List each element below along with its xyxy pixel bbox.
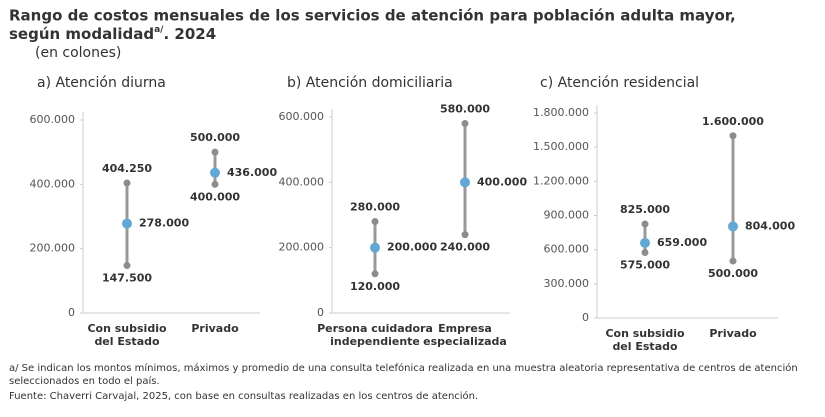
x-tick-label: especializada	[423, 335, 507, 348]
title-superscript: a/	[154, 25, 164, 35]
x-tick-label: Empresa	[438, 322, 492, 335]
y-tick-label: 600.000	[30, 113, 76, 126]
x-tick-label: Privado	[191, 322, 239, 335]
min-dot	[729, 257, 737, 265]
max-label: 280.000	[350, 201, 400, 214]
y-tick-label: 400.000	[30, 177, 76, 190]
y-tick-label: 0	[317, 306, 324, 319]
mean-label: 200.000	[387, 241, 437, 254]
mean-dot	[370, 242, 380, 253]
x-tick-label: del Estado	[612, 340, 678, 353]
min-label: 500.000	[708, 267, 758, 280]
y-tick-label: 200.000	[30, 242, 76, 255]
panel-title: b) Atención domiciliaria	[287, 75, 453, 91]
footnote: a/ Se indican los montos mínimos, máximo…	[9, 362, 798, 374]
mean-label: 804.000	[745, 219, 795, 232]
y-tick-label: 600.000	[544, 243, 590, 256]
max-dot	[729, 132, 737, 140]
mean-label: 400.000	[477, 175, 527, 188]
min-dot	[641, 249, 649, 257]
x-tick-label: Privado	[709, 327, 757, 340]
y-tick-label: 0	[582, 311, 589, 324]
min-label: 120.000	[350, 280, 400, 293]
panel-title: c) Atención residencial	[540, 75, 699, 91]
mean-dot	[728, 221, 738, 232]
mean-dot	[122, 218, 132, 229]
footnote: seleccionados en todo el país.	[9, 375, 160, 387]
min-dot	[461, 231, 469, 239]
title-text: según modalidad	[9, 25, 154, 43]
max-label: 825.000	[620, 203, 670, 216]
min-dot	[371, 270, 379, 278]
y-tick-label: 600.000	[279, 110, 325, 123]
chart-title: Rango de costos mensuales de los servici…	[9, 7, 736, 25]
mean-label: 278.000	[139, 217, 189, 230]
mean-label: 436.000	[227, 166, 277, 179]
min-label: 575.000	[620, 259, 670, 272]
min-dot	[123, 262, 131, 270]
mean-dot	[460, 177, 470, 188]
max-dot	[123, 179, 131, 187]
panel-title: a) Atención diurna	[37, 75, 166, 91]
max-dot	[371, 218, 379, 226]
max-dot	[211, 148, 219, 156]
y-tick-label: 200.000	[279, 241, 325, 254]
x-tick-label: independiente	[330, 335, 420, 348]
mean-dot	[640, 237, 650, 248]
y-tick-label: 1.200.000	[533, 174, 589, 187]
min-label: 400.000	[190, 190, 240, 203]
max-label: 500.000	[190, 131, 240, 144]
max-label: 404.250	[102, 162, 152, 175]
x-tick-label: Con subsidio	[87, 322, 167, 335]
max-label: 1.600.000	[702, 115, 764, 128]
source: Fuente: Chaverri Carvajal, 2025, con bas…	[9, 390, 478, 402]
y-tick-label: 400.000	[279, 175, 325, 188]
y-tick-label: 300.000	[544, 277, 590, 290]
x-tick-label: Con subsidio	[605, 327, 685, 340]
max-label: 580.000	[440, 103, 490, 116]
x-tick-label: Persona cuidadora	[317, 322, 433, 335]
min-label: 240.000	[440, 241, 490, 254]
x-tick-label: del Estado	[94, 335, 160, 348]
subtitle: (en colones)	[35, 45, 121, 61]
y-tick-label: 1.800.000	[533, 106, 589, 119]
chart-title: según modalidada/. 2024	[9, 25, 216, 43]
y-tick-label: 900.000	[544, 209, 590, 222]
title-text: . 2024	[163, 25, 216, 43]
max-dot	[461, 120, 469, 128]
y-tick-label: 1.500.000	[533, 140, 589, 153]
min-dot	[211, 180, 219, 188]
mean-dot	[210, 167, 220, 178]
min-label: 147.500	[102, 272, 152, 285]
mean-label: 659.000	[657, 236, 707, 249]
y-tick-label: 0	[68, 306, 75, 319]
max-dot	[641, 220, 649, 228]
